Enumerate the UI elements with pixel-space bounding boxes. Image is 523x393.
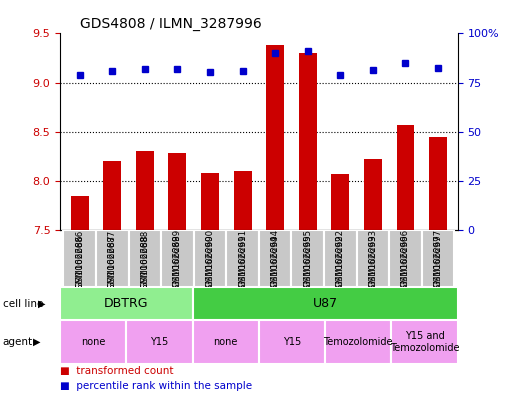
Text: Y15: Y15: [151, 337, 168, 347]
Bar: [194, 230, 226, 287]
Text: GSM1062691: GSM1062691: [238, 235, 247, 295]
Text: GDS4808 / ILMN_3287996: GDS4808 / ILMN_3287996: [80, 17, 262, 31]
Bar: [325, 320, 391, 364]
Bar: [266, 45, 284, 230]
Text: none: none: [213, 337, 238, 347]
Text: GSM1062695: GSM1062695: [303, 230, 312, 287]
Text: GSM1062690: GSM1062690: [206, 235, 214, 295]
Text: GSM1062689: GSM1062689: [173, 230, 182, 287]
Bar: [136, 151, 154, 230]
Text: GSM1062692: GSM1062692: [336, 230, 345, 287]
Text: GSM1062690: GSM1062690: [206, 230, 214, 287]
Text: GSM1062689: GSM1062689: [173, 235, 182, 295]
Text: ■  percentile rank within the sample: ■ percentile rank within the sample: [60, 381, 252, 391]
Text: GSM1062696: GSM1062696: [401, 230, 410, 287]
Bar: [391, 320, 458, 364]
Bar: [291, 230, 324, 287]
Bar: [60, 320, 127, 364]
Text: agent: agent: [3, 337, 33, 347]
Bar: [259, 230, 291, 287]
Bar: [389, 230, 422, 287]
Bar: [168, 153, 186, 230]
Bar: [324, 230, 357, 287]
Text: GSM1062697: GSM1062697: [434, 230, 442, 287]
Bar: [127, 320, 192, 364]
Text: GSM1062686: GSM1062686: [75, 235, 84, 295]
Bar: [71, 195, 89, 230]
Text: GSM1062693: GSM1062693: [368, 230, 378, 287]
Text: GSM1062694: GSM1062694: [271, 235, 280, 295]
Text: DBTRG: DBTRG: [104, 297, 149, 310]
Text: ■  transformed count: ■ transformed count: [60, 366, 174, 376]
Bar: [259, 320, 325, 364]
Bar: [226, 230, 259, 287]
Text: ▶: ▶: [33, 337, 40, 347]
Bar: [192, 287, 458, 320]
Text: Temozolomide: Temozolomide: [324, 337, 393, 347]
Text: GSM1062695: GSM1062695: [303, 235, 312, 295]
Bar: [422, 230, 454, 287]
Bar: [192, 320, 259, 364]
Bar: [60, 287, 192, 320]
Text: none: none: [81, 337, 106, 347]
Text: GSM1062688: GSM1062688: [140, 235, 150, 295]
Text: GSM1062686: GSM1062686: [75, 229, 84, 288]
Bar: [357, 230, 389, 287]
Text: GSM1062687: GSM1062687: [108, 229, 117, 288]
Bar: [429, 136, 447, 230]
Bar: [129, 230, 161, 287]
Text: U87: U87: [313, 297, 338, 310]
Bar: [63, 230, 96, 287]
Text: GSM1062696: GSM1062696: [401, 235, 410, 295]
Text: Y15: Y15: [283, 337, 301, 347]
Bar: [332, 174, 349, 230]
Text: GSM1062688: GSM1062688: [140, 229, 150, 288]
Bar: [96, 230, 129, 287]
Bar: [234, 171, 252, 230]
Text: Y15 and
Temozolomide: Y15 and Temozolomide: [390, 331, 459, 353]
Text: GSM1062693: GSM1062693: [368, 235, 378, 295]
Text: GSM1062694: GSM1062694: [271, 230, 280, 287]
Text: GSM1062687: GSM1062687: [108, 235, 117, 295]
Text: cell line: cell line: [3, 299, 43, 309]
Bar: [396, 125, 414, 230]
Bar: [104, 161, 121, 230]
Bar: [364, 159, 382, 230]
Text: GSM1062691: GSM1062691: [238, 230, 247, 287]
Text: GSM1062692: GSM1062692: [336, 235, 345, 295]
Bar: [161, 230, 194, 287]
Text: ▶: ▶: [38, 299, 45, 309]
Bar: [299, 53, 317, 230]
Bar: [201, 173, 219, 230]
Text: GSM1062697: GSM1062697: [434, 235, 442, 295]
